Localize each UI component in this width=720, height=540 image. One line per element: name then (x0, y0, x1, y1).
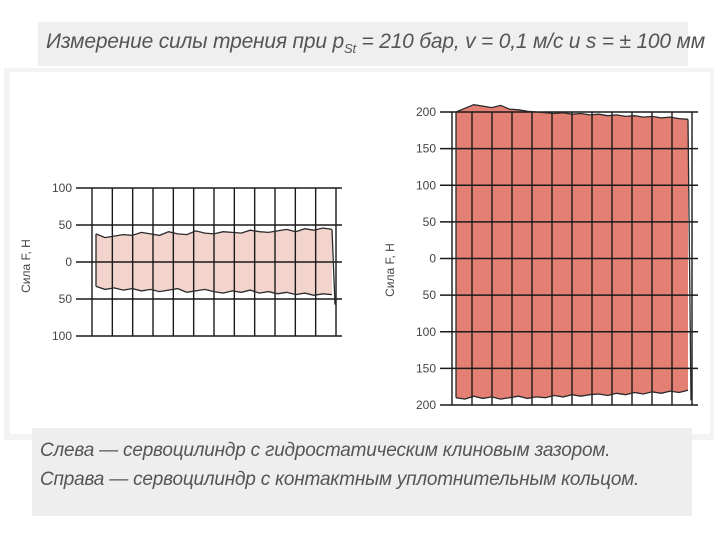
chart-right-contact-seal: 200 150 100 50 0 50 100 150 200 Сила F, Н (383, 104, 698, 412)
caption-left-description: Слева — сервоцилиндр с гидростатическим … (40, 440, 611, 461)
chart-0-ytick-label: 0 (65, 255, 72, 269)
chart-1-ytick-label: 150 (416, 361, 436, 375)
chart-1-ytick-label: 200 (416, 398, 436, 412)
chart-1-series-1-line (455, 389, 689, 400)
chart-1-ytick-label: 150 (416, 142, 436, 156)
chart-1-ytick-label: 100 (416, 325, 436, 339)
caption-background (32, 428, 692, 516)
title-background (38, 22, 688, 66)
chart-0-ytick-label: 100 (52, 329, 72, 343)
chart-1-ylabel: Сила F, Н (383, 243, 397, 297)
chart-1-ytick-label: 100 (416, 178, 436, 192)
chart-1-end-edge (687, 119, 692, 401)
chart-0-ytick-label: 50 (59, 292, 73, 306)
chart-0-series-0-line (95, 227, 333, 239)
chart-1-ytick-label: 200 (416, 105, 436, 119)
title-pressure-symbol: pSt (332, 30, 357, 57)
chart-0-ytick-label: 50 (59, 218, 73, 232)
chart-0-ytick-label: 100 (52, 181, 72, 195)
title-p: p (332, 30, 345, 53)
caption-right-description: Справа — сервоцилиндр с контактным уплот… (40, 469, 640, 490)
chart-0-end-edge (331, 229, 336, 305)
chart-left-hydrostatic: 100 50 0 50 100 Сила F, Н (19, 181, 342, 343)
chart-1-ytick-label: 0 (429, 252, 436, 266)
title-suffix: = 210 бар, v = 0,1 м/с и s = ± 100 мм (361, 30, 706, 53)
title-prefix: Измерение силы трения при (46, 30, 327, 53)
chart-1-series-0-line (455, 104, 689, 120)
title-p-sub: St (343, 41, 356, 57)
chart-0-ylabel: Сила F, Н (19, 239, 33, 293)
slide-title: Измерение силы трения при pSt = 210 бар,… (46, 30, 705, 56)
chart-0-series-1-line (95, 285, 333, 296)
chart-1-ytick-label: 50 (423, 288, 437, 302)
chart-1-ytick-label: 50 (423, 215, 437, 229)
